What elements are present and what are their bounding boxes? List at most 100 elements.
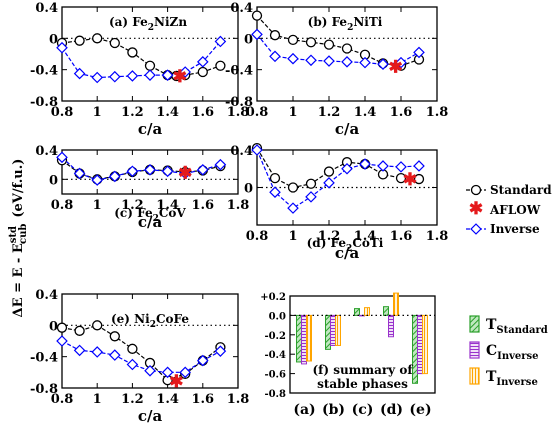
y-axis-label-sub: cub <box>18 224 29 244</box>
legend-item-aflow: ✱ AFLOW <box>469 199 541 219</box>
x-tick-label: 0.8 <box>51 105 74 120</box>
point-standard <box>323 166 335 177</box>
point-inverse <box>73 344 86 357</box>
point-inverse <box>126 70 139 82</box>
point-inverse <box>144 164 156 176</box>
x-axis-label: c/a <box>335 244 360 262</box>
x-axis-label: c/a <box>138 120 163 138</box>
point-inverse <box>179 366 191 379</box>
point-aflow-star: ✱ <box>178 164 192 184</box>
x-tick-label: 1 <box>93 198 102 213</box>
panel-label-sub: 2 <box>153 214 159 224</box>
panel-f-summary-bars: +0.2 0.0 -0.2 -0.4 -0.6 -0.8 (a) (b) (c) (d) (e) (f… <box>260 292 436 418</box>
point-inverse <box>359 158 371 170</box>
plot-frame <box>256 6 438 102</box>
category-label: (c) <box>352 402 374 418</box>
point-inverse <box>214 345 227 357</box>
x-tick-label: 1.6 <box>390 229 413 244</box>
y-tick-label: -0.8 <box>30 382 58 397</box>
point-standard <box>144 60 156 71</box>
y-tick-label: 0.4 <box>35 144 58 159</box>
point-inverse <box>251 28 263 41</box>
panel-label-sub: 2 <box>148 23 154 33</box>
panel-label: (b) Fe2NiTi <box>308 15 383 33</box>
point-inverse <box>197 354 209 367</box>
legend-bar-c-inverse-base: C <box>486 343 497 359</box>
plot-frame <box>289 295 436 394</box>
point-inverse <box>179 167 191 180</box>
y-tick-label: -0.8 <box>225 95 253 110</box>
point-standard <box>74 35 85 46</box>
point-standard <box>413 173 425 185</box>
point-inverse <box>179 66 191 78</box>
bar-t-inverse <box>393 292 399 316</box>
bar-t-inverse <box>422 314 428 375</box>
legend-bar-t-standard-sub: Standard <box>496 325 547 336</box>
point-inverse <box>377 58 389 70</box>
x-tick-label: 1.2 <box>121 392 144 407</box>
bar-c-inverse <box>301 314 307 365</box>
point-inverse <box>73 167 86 180</box>
point-inverse <box>323 55 335 67</box>
point-inverse <box>251 144 263 156</box>
legend-bars: TStandard CInverse TInverse <box>469 315 548 388</box>
y-tick-label: -0.4 <box>30 64 58 79</box>
plot-frame <box>61 149 239 195</box>
legend-bar-t-inverse-base: T <box>486 369 497 385</box>
panel-label-sub: 2 <box>346 244 352 254</box>
y-tick-label: +0.2 <box>260 292 286 303</box>
point-standard <box>92 33 103 44</box>
point-inverse <box>56 41 68 54</box>
x-tick-label: 1.8 <box>426 105 449 120</box>
x-tick-label: 1.6 <box>390 105 413 120</box>
point-standard <box>395 172 407 184</box>
y-tick-label: 0 <box>244 32 253 47</box>
plot-frame <box>61 6 239 102</box>
bar-c-inverse <box>417 314 423 375</box>
legend-bar-c-inverse-swatch <box>469 341 480 359</box>
bar-t-standard <box>354 308 360 316</box>
panel-label-suffix: NiTi <box>353 15 382 29</box>
point-aflow-star: ✱ <box>388 58 402 78</box>
bar-t-standard <box>325 314 331 350</box>
point-standard <box>269 30 281 41</box>
y-tick-label: -0.4 <box>30 351 58 366</box>
legend-aflow-label: AFLOW <box>489 203 541 217</box>
legend-main: Standard ✱ AFLOW Inverse <box>466 183 552 236</box>
x-tick-label: 1.2 <box>121 198 144 213</box>
legend-bar-c-inverse: CInverse <box>469 341 539 362</box>
x-tick-label: 1.4 <box>156 392 179 407</box>
x-tick-label: 1 <box>288 105 297 120</box>
point-inverse <box>413 46 425 59</box>
point-inverse <box>269 186 281 198</box>
legend-standard-label: Standard <box>490 183 552 197</box>
x-axis-label: c/a <box>138 407 163 425</box>
legend-bar-t-inverse-swatch <box>469 367 480 385</box>
bar-t-inverse <box>364 307 370 316</box>
y-tick-label: 0.0 <box>269 311 286 322</box>
y-tick-label: 0 <box>244 182 253 197</box>
point-inverse <box>144 364 156 377</box>
x-tick-label: 0.8 <box>51 198 74 213</box>
point-inverse <box>395 56 407 69</box>
panel-label-prefix: (b) Fe <box>308 15 348 29</box>
panel-label-suffix: CoFe <box>156 312 189 326</box>
point-inverse <box>91 346 103 358</box>
point-inverse <box>323 177 335 189</box>
point-inverse <box>109 70 121 83</box>
point-standard <box>109 37 120 49</box>
point-inverse <box>161 366 174 379</box>
y-tick-label: 0 <box>49 32 58 47</box>
y-tick-label: 0.4 <box>230 144 253 159</box>
point-standard <box>269 172 281 184</box>
point-aflow-star: ✱ <box>403 170 417 190</box>
point-inverse <box>287 202 299 214</box>
legend-bar-t-inverse-sub: Inverse <box>496 377 537 388</box>
point-inverse <box>214 158 227 171</box>
bar-t-standard <box>412 314 418 384</box>
point-standard <box>56 322 68 333</box>
point-standard <box>341 43 353 54</box>
svg-text:CInverse: CInverse <box>486 343 539 362</box>
point-inverse <box>109 170 121 183</box>
legend-inverse-diamond-icon <box>470 223 482 235</box>
